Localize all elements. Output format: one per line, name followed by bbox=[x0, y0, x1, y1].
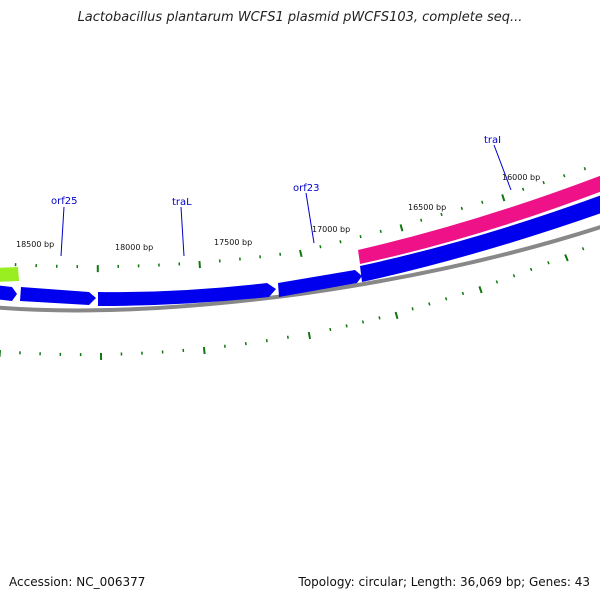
tick-mark bbox=[345, 324, 348, 328]
tick-mark bbox=[394, 311, 399, 320]
tick-mark bbox=[361, 320, 365, 324]
tick-mark bbox=[481, 200, 484, 204]
tick-mark bbox=[329, 327, 332, 332]
tick-label-17000: 17000 bp bbox=[312, 225, 350, 234]
tick-mark bbox=[563, 174, 566, 178]
tick-label-18000: 18000 bp bbox=[115, 243, 153, 252]
tick-mark bbox=[460, 206, 464, 211]
tick-mark bbox=[420, 218, 423, 222]
leader-traI bbox=[493, 144, 512, 191]
tick-mark bbox=[411, 307, 414, 311]
tick-mark bbox=[359, 235, 362, 239]
tick-mark bbox=[495, 280, 499, 284]
plasmid-backbone bbox=[0, 225, 600, 313]
tick-mark bbox=[428, 302, 431, 306]
tick-mark bbox=[501, 194, 506, 202]
tick-mark bbox=[581, 247, 585, 251]
accession-text: Accession: NC_006377 bbox=[9, 575, 146, 589]
tick-label-18500: 18500 bp bbox=[16, 240, 54, 249]
tick-mark bbox=[440, 212, 443, 217]
tick-mark bbox=[478, 286, 483, 294]
tick-mark bbox=[529, 267, 533, 272]
tick-mark bbox=[339, 240, 342, 244]
gene-label-traI: traI bbox=[484, 135, 501, 146]
gene-arrow-traI[interactable] bbox=[358, 172, 600, 264]
tick-mark bbox=[319, 245, 322, 249]
tick-mark bbox=[542, 180, 545, 185]
gene-label-orf25: orf25 bbox=[51, 196, 77, 207]
gene-arrow-orf25[interactable] bbox=[20, 287, 96, 305]
tick-mark bbox=[521, 187, 525, 191]
inner-tick-ring bbox=[0, 247, 585, 361]
gene-arrow-1[interactable] bbox=[0, 285, 17, 301]
gene-arrow-traI-blue[interactable] bbox=[360, 192, 600, 282]
tick-mark bbox=[299, 249, 303, 258]
tick-mark bbox=[198, 261, 201, 269]
gene-arrow-traL[interactable] bbox=[98, 283, 276, 306]
tick-mark bbox=[547, 261, 550, 265]
gene-arrow-orf23[interactable] bbox=[278, 270, 362, 297]
tick-mark bbox=[583, 166, 587, 171]
leader-traL bbox=[180, 206, 185, 257]
leader-orf25 bbox=[60, 206, 65, 257]
gene-label-orf23: orf23 bbox=[293, 183, 319, 194]
tick-mark bbox=[564, 254, 569, 262]
outer-tick-ring bbox=[14, 166, 587, 273]
partial-gene-feature[interactable] bbox=[0, 267, 19, 282]
tick-label-16000: 16000 bp bbox=[502, 173, 540, 182]
topology-summary: Topology: circular; Length: 36,069 bp; G… bbox=[298, 575, 590, 589]
tick-label-17500: 17500 bp bbox=[214, 238, 252, 247]
tick-label-16500: 16500 bp bbox=[408, 203, 446, 212]
tick-mark bbox=[307, 331, 312, 340]
tick-mark bbox=[399, 224, 404, 232]
tick-mark bbox=[379, 229, 382, 234]
gene-label-traL: traL bbox=[172, 197, 192, 208]
tick-mark bbox=[202, 346, 206, 355]
leader-orf23 bbox=[305, 192, 315, 244]
tick-mark bbox=[444, 297, 448, 301]
tick-mark bbox=[378, 316, 381, 320]
tick-mark bbox=[512, 274, 516, 278]
tick-mark bbox=[461, 291, 465, 296]
map-title: Lactobacillus plantarum WCFS1 plasmid pW… bbox=[77, 10, 523, 25]
